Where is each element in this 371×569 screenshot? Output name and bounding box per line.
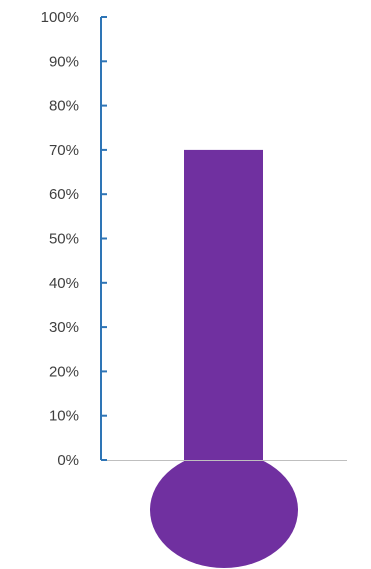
bar-0 xyxy=(184,149,263,468)
y-tick-label: 70% xyxy=(49,142,79,159)
y-tick-label: 50% xyxy=(49,231,79,248)
y-tick-label: 10% xyxy=(49,408,79,425)
thermometer-bulb xyxy=(150,452,298,568)
y-axis xyxy=(100,16,347,461)
y-tick-label: 20% xyxy=(49,363,79,380)
y-tick-label: 90% xyxy=(49,53,79,70)
y-tick-label: 80% xyxy=(49,98,79,115)
y-tick-label: 60% xyxy=(49,186,79,203)
chart-bars xyxy=(150,149,298,568)
y-tick-labels: 0% 10% 20% 30% 40% 50% 60% 70% 80% 90% 100% xyxy=(41,9,79,469)
y-tick-label: 40% xyxy=(49,275,79,292)
y-tick-label: 30% xyxy=(49,319,79,336)
y-tick-label: 100% xyxy=(41,9,79,26)
y-tick-label: 0% xyxy=(57,452,79,469)
